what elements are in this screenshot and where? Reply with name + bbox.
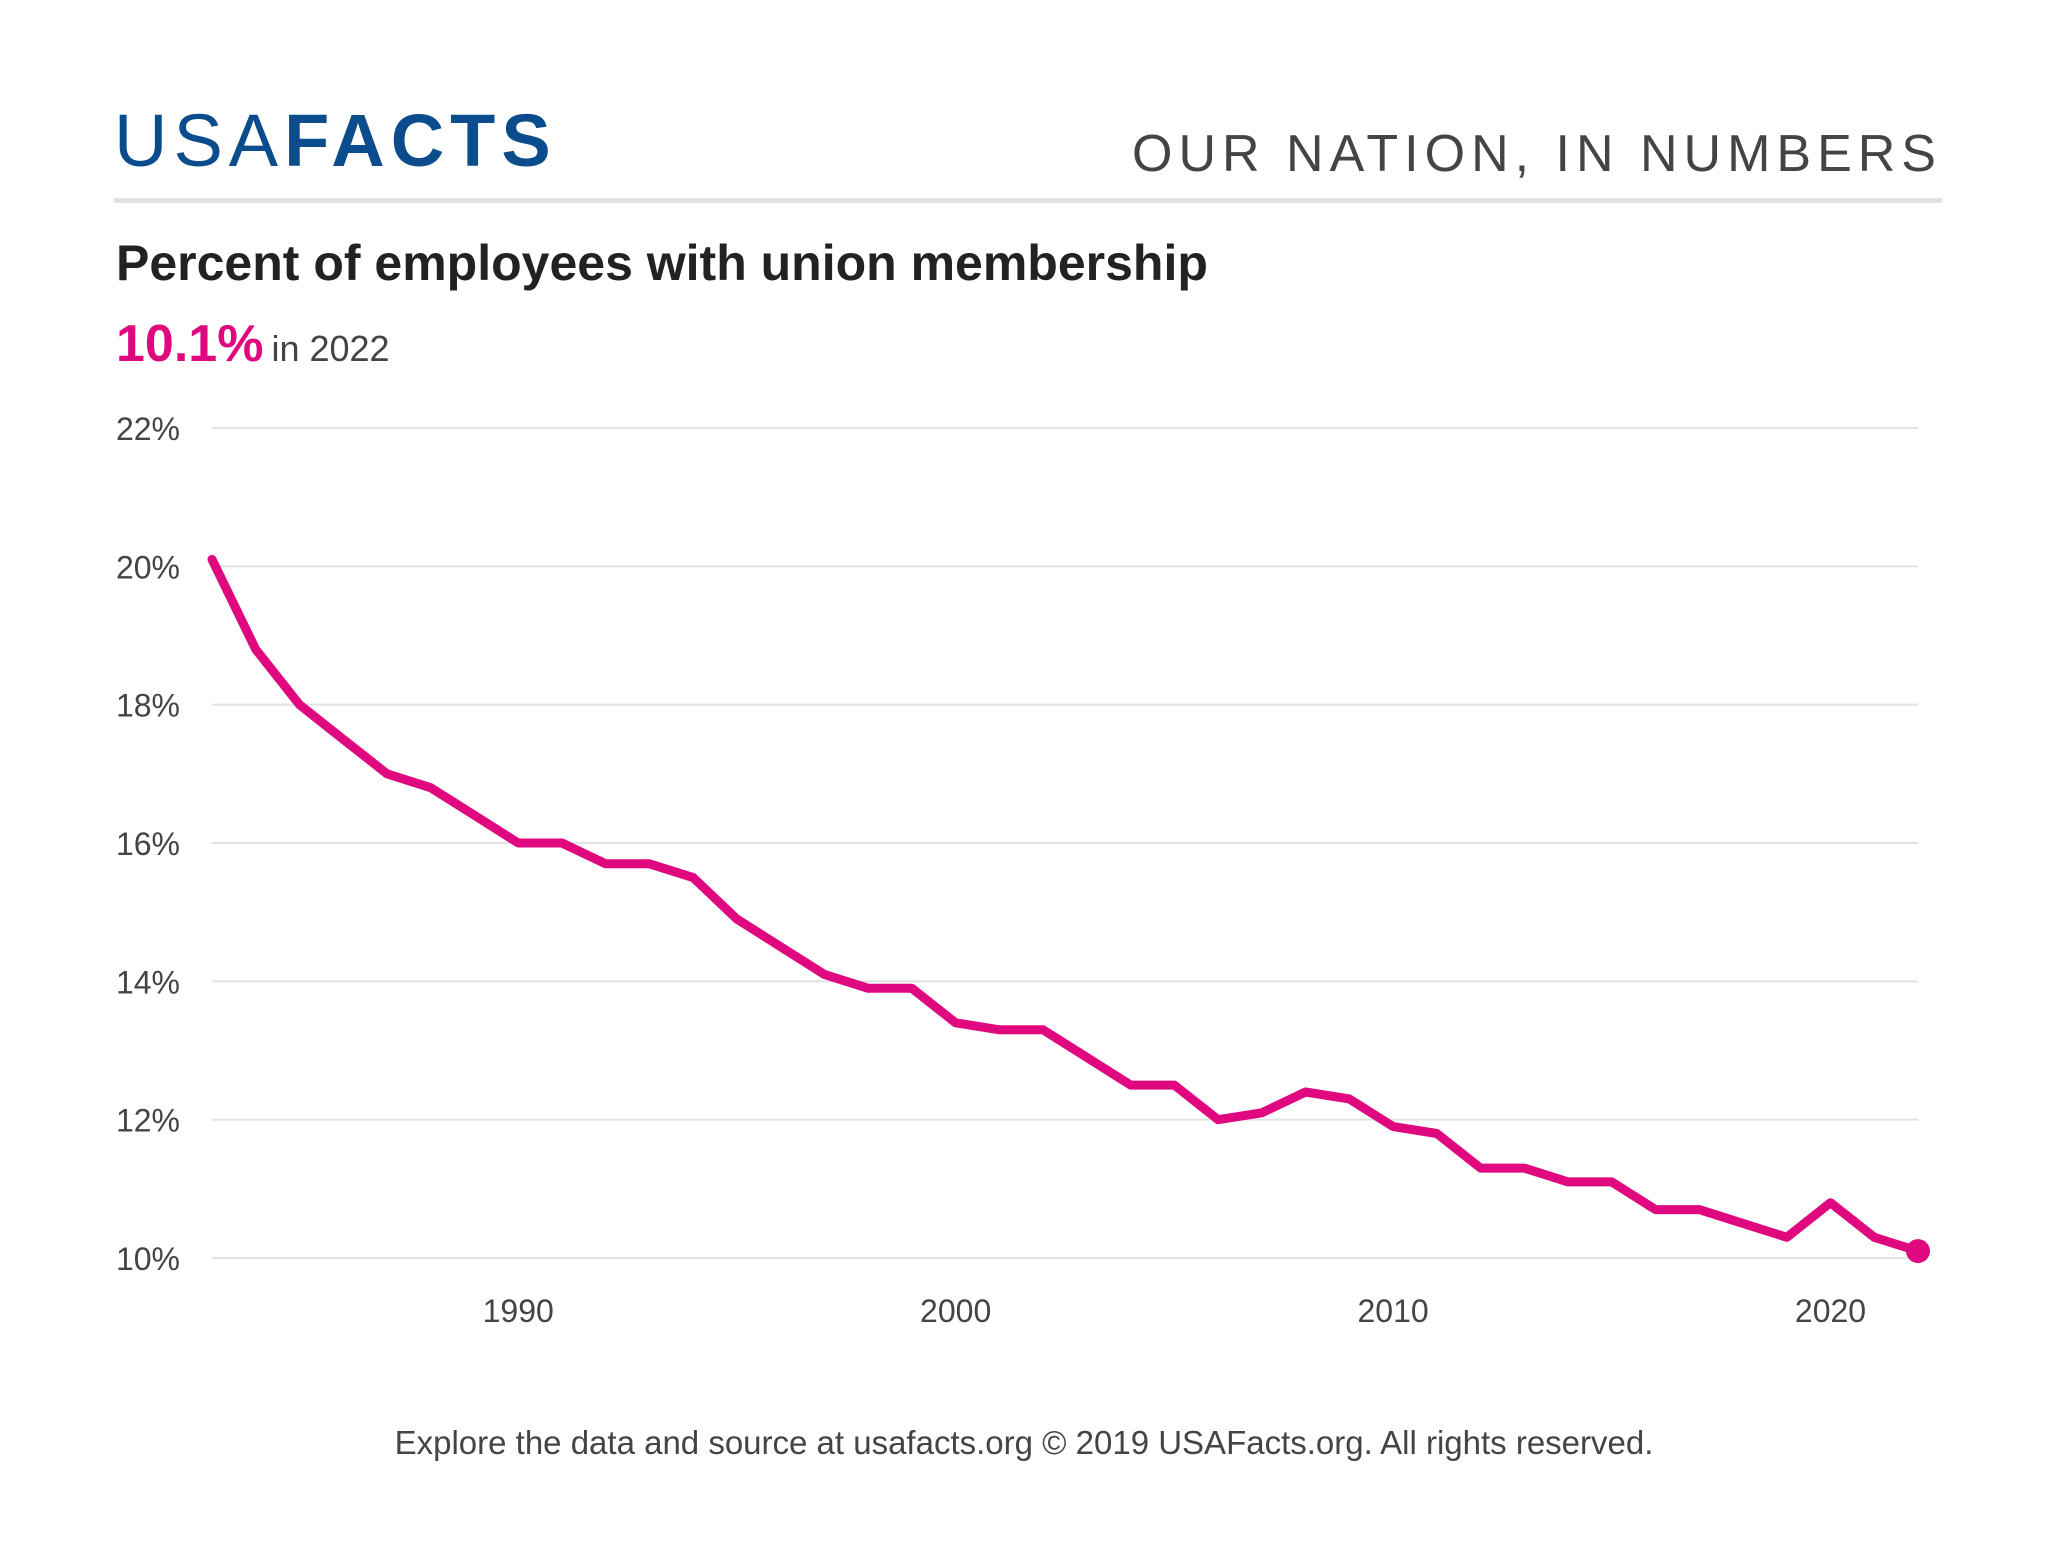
header-divider <box>114 198 1942 203</box>
y-tick-label: 12% <box>116 1103 180 1139</box>
y-tick-label: 10% <box>116 1241 180 1277</box>
headline-value: 10.1% <box>116 315 264 373</box>
headline-stat: 10.1% in 2022 <box>116 318 390 370</box>
y-axis-ticks: 10% 12% 14% 16% 18% 20% 22% <box>116 411 180 1277</box>
gridlines <box>212 427 1918 1259</box>
x-tick-label: 2010 <box>1357 1293 1428 1329</box>
line-chart: 10% 12% 14% 16% 18% 20% 22% 1990 2000 2010 2020 <box>116 411 1930 1329</box>
union-membership-line <box>207 554 1923 1256</box>
logo-light-text: USA <box>114 99 285 182</box>
y-tick-label: 22% <box>116 411 180 447</box>
x-axis-ticks: 1990 2000 2010 2020 <box>483 1293 1866 1329</box>
x-tick-label: 1990 <box>483 1293 554 1329</box>
header: USAFACTS OUR NATION, IN NUMBERS <box>114 104 1942 204</box>
x-tick-label: 2000 <box>920 1293 991 1329</box>
tagline: OUR NATION, IN NUMBERS <box>1132 125 1942 183</box>
y-tick-label: 18% <box>116 688 180 724</box>
logo-bold-text: FACTS <box>284 99 557 182</box>
y-tick-label: 16% <box>116 826 180 862</box>
y-tick-label: 20% <box>116 549 180 585</box>
latest-value-marker <box>1906 1239 1930 1264</box>
chart-title: Percent of employees with union membersh… <box>116 235 1208 291</box>
y-tick-label: 14% <box>116 964 180 1000</box>
x-tick-label: 2020 <box>1795 1293 1866 1329</box>
footer-credit: Explore the data and source at usafacts.… <box>394 1424 1654 1461</box>
headline-year: in 2022 <box>271 328 390 369</box>
usafacts-logo[interactable]: USAFACTS <box>114 104 557 178</box>
series-layer <box>207 554 1930 1264</box>
